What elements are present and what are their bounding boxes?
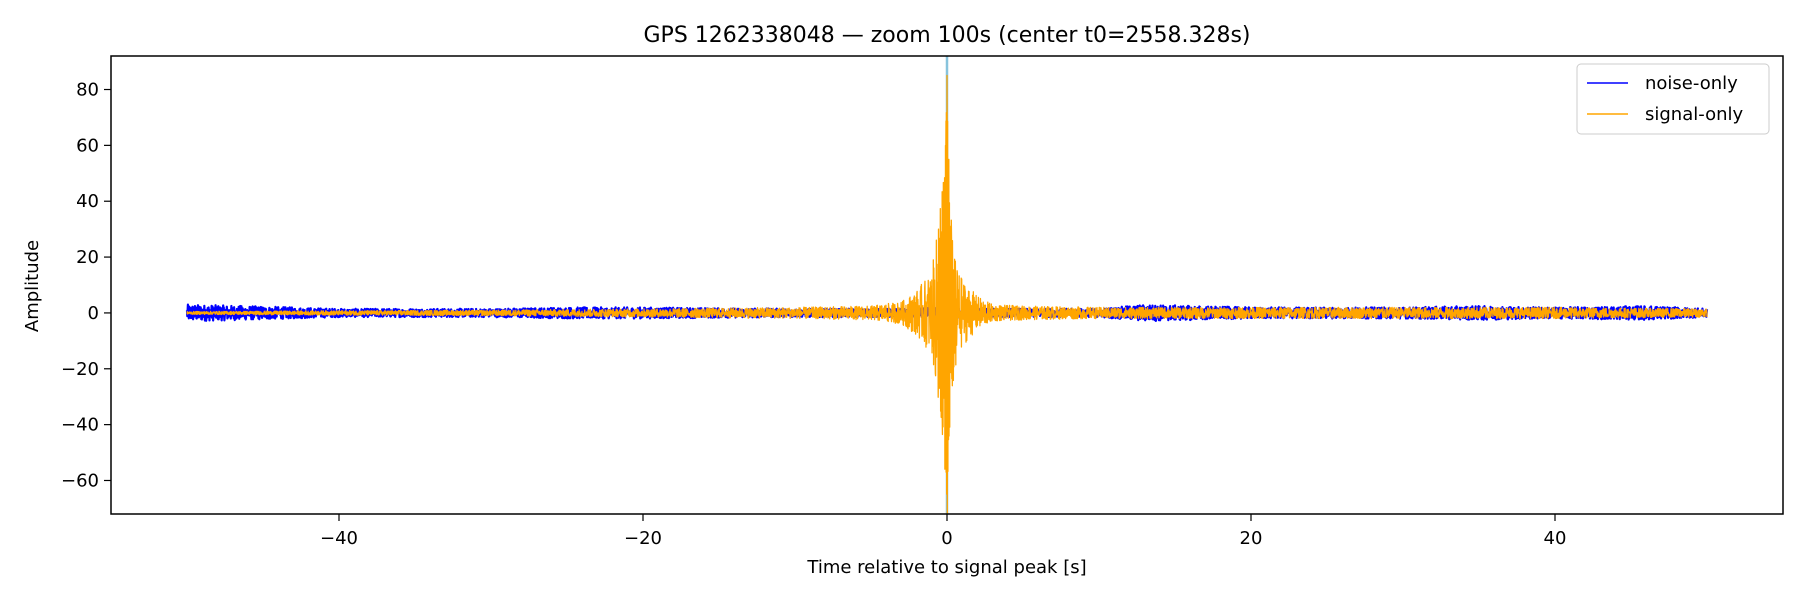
y-tick-label: −20 xyxy=(61,359,99,380)
y-axis-ticks: −60 −40 −20 0 20 40 60 80 xyxy=(61,80,111,491)
y-tick-label: 0 xyxy=(88,303,99,324)
series-line-signal-only xyxy=(186,74,1708,514)
y-axis-label: Amplitude xyxy=(22,240,43,332)
x-tick-label: 40 xyxy=(1544,528,1567,549)
legend: noise-only signal-only xyxy=(1576,63,1770,135)
plot-area xyxy=(185,56,1709,514)
x-axis-ticks: −40 −20 0 20 40 xyxy=(320,514,1566,549)
legend-box xyxy=(1576,63,1770,135)
legend-label-signal-only: signal-only xyxy=(1645,104,1743,125)
x-axis-label: Time relative to signal peak [s] xyxy=(806,557,1086,578)
y-tick-label: −60 xyxy=(61,470,99,491)
y-tick-label: 20 xyxy=(76,247,99,268)
y-tick-label: −40 xyxy=(61,415,99,436)
chart-title: GPS 1262338048 — zoom 100s (center t0=25… xyxy=(644,23,1251,48)
x-tick-label: −20 xyxy=(624,528,662,549)
y-tick-label: 40 xyxy=(76,191,99,212)
legend-label-noise-only: noise-only xyxy=(1645,73,1738,94)
x-tick-label: −40 xyxy=(320,528,358,549)
y-tick-label: 80 xyxy=(76,80,99,101)
series-layer xyxy=(185,56,1709,514)
x-tick-label: 20 xyxy=(1240,528,1263,549)
x-tick-label: 0 xyxy=(941,528,952,549)
y-tick-label: 60 xyxy=(76,135,99,156)
